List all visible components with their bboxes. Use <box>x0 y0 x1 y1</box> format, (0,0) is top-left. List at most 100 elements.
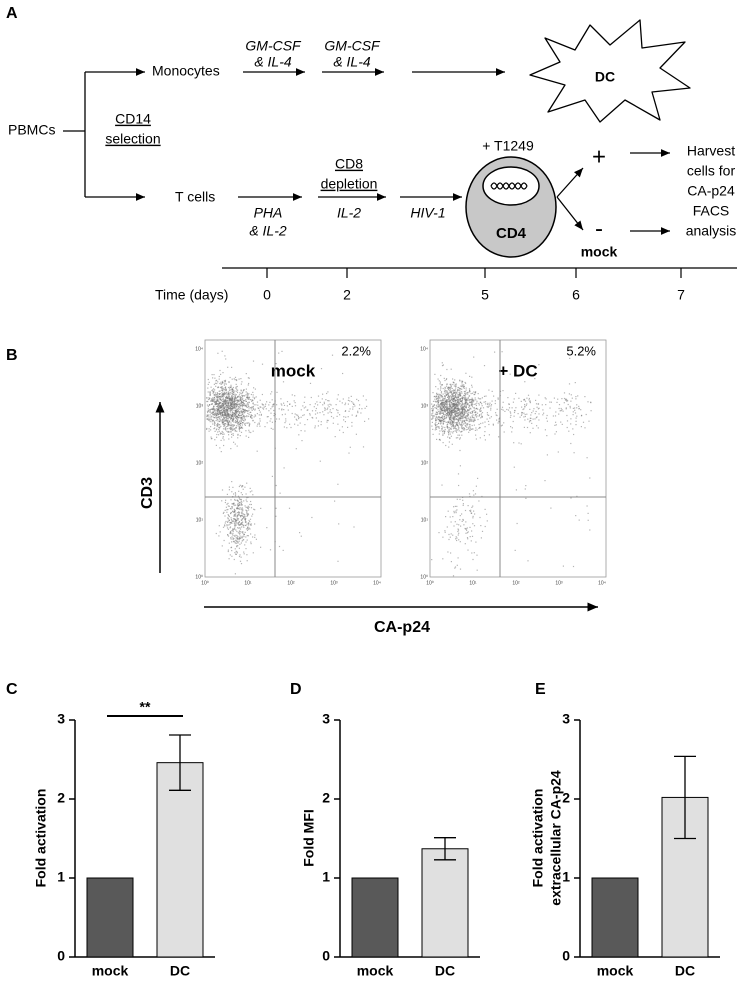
event-dot <box>304 407 305 408</box>
event-dot <box>234 511 235 512</box>
event-dot <box>439 428 440 429</box>
event-dot <box>455 407 456 408</box>
event-dot <box>226 431 227 432</box>
x-tick-label: 10⁴ <box>373 580 381 586</box>
event-dot <box>230 415 231 416</box>
event-dot <box>270 418 271 419</box>
event-dot <box>245 532 246 533</box>
event-dot <box>447 394 448 395</box>
event-dot <box>260 412 261 413</box>
event-dot <box>243 415 244 416</box>
event-dot <box>225 358 226 359</box>
event-dot <box>438 532 439 533</box>
event-dot <box>315 414 316 415</box>
event-dot <box>234 541 235 542</box>
event-dot <box>209 382 210 383</box>
event-dot <box>331 412 332 413</box>
event-dot <box>253 552 254 553</box>
x-tick-label: DC <box>435 963 455 979</box>
event-dot <box>242 428 243 429</box>
event-dot <box>454 412 455 413</box>
event-dot <box>225 389 226 390</box>
event-dot <box>447 551 448 552</box>
event-dot <box>472 406 473 407</box>
event-dot <box>242 504 243 505</box>
event-dot <box>450 419 451 420</box>
event-dot <box>221 405 222 406</box>
event-dot <box>227 403 228 404</box>
y-label: CD3 <box>139 477 156 509</box>
event-dot <box>244 403 245 404</box>
event-dot <box>474 525 475 526</box>
event-dot <box>464 420 465 421</box>
event-dot <box>237 392 238 393</box>
event-dot <box>236 540 237 541</box>
event-dot <box>433 415 434 416</box>
event-dot <box>451 533 452 534</box>
event-dot <box>241 501 242 502</box>
event-dot <box>468 409 469 410</box>
event-dot <box>242 540 243 541</box>
event-dot <box>241 384 242 385</box>
event-dot <box>473 407 474 408</box>
event-dot <box>228 423 229 424</box>
event-dot <box>576 407 577 408</box>
event-dot <box>569 383 570 384</box>
event-dot <box>243 411 244 412</box>
event-dot <box>250 542 251 543</box>
event-dot <box>475 397 476 398</box>
event-dot <box>354 405 355 406</box>
event-dot <box>456 506 457 507</box>
event-dot <box>241 512 242 513</box>
event-dot <box>513 442 514 443</box>
event-dot <box>240 531 241 532</box>
event-dot <box>468 407 469 408</box>
event-dot <box>498 397 499 398</box>
event-dot <box>479 427 480 428</box>
event-dot <box>443 414 444 415</box>
event-dot <box>451 411 452 412</box>
event-dot <box>471 377 472 378</box>
event-dot <box>459 499 460 500</box>
event-dot <box>254 422 255 423</box>
event-dot <box>241 526 242 527</box>
event-dot <box>230 422 231 423</box>
event-dot <box>230 499 231 500</box>
event-dot <box>449 392 450 393</box>
event-dot <box>350 447 351 448</box>
event-dot <box>211 404 212 405</box>
event-dot <box>461 424 462 425</box>
event-dot <box>451 521 452 522</box>
bar-charts: CFold activation0123mockDC**DFold MFI012… <box>6 681 720 978</box>
x-tick-label: 10⁴ <box>598 580 606 586</box>
x-tick-label: 10³ <box>555 580 563 586</box>
event-dot <box>441 420 442 421</box>
event-dot <box>464 398 465 399</box>
y-tick-label: 2 <box>322 790 330 806</box>
event-dot <box>467 394 468 395</box>
event-dot <box>443 423 444 424</box>
event-dot <box>461 427 462 428</box>
event-dot <box>242 507 243 508</box>
y-tick-label: 10² <box>421 460 429 466</box>
event-dot <box>302 405 303 406</box>
event-dot <box>223 398 224 399</box>
event-dot <box>268 410 269 411</box>
event-dot <box>222 414 223 415</box>
event-dot <box>247 397 248 398</box>
event-dot <box>538 427 539 428</box>
event-dot <box>272 422 273 423</box>
event-dot <box>487 403 488 404</box>
event-dot <box>349 411 350 412</box>
event-dot <box>246 389 247 390</box>
event-dot <box>224 383 225 384</box>
event-dot <box>275 400 276 401</box>
event-dot <box>472 393 473 394</box>
event-dot <box>216 402 217 403</box>
event-dot <box>446 401 447 402</box>
event-dot <box>573 434 574 435</box>
event-dot <box>232 399 233 400</box>
harvest: CA-p24 <box>687 183 735 199</box>
event-dot <box>239 486 240 487</box>
event-dot <box>223 405 224 406</box>
